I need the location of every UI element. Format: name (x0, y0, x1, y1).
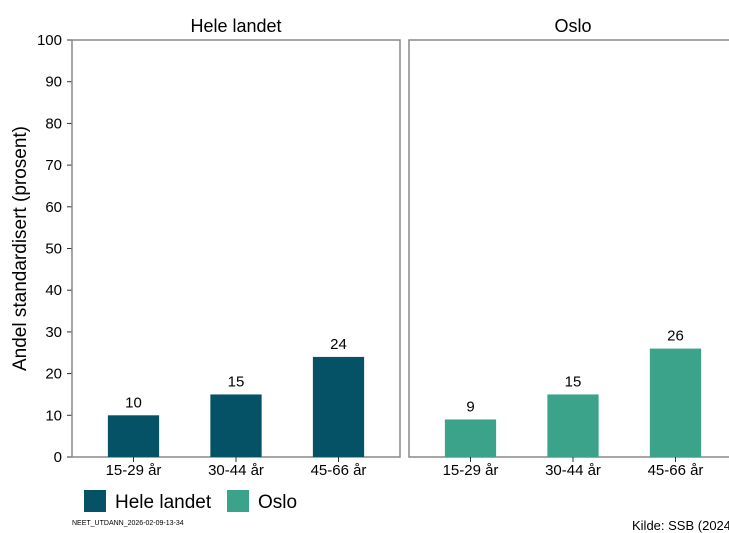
x-tick-label: 15-29 år (443, 462, 499, 479)
y-tick-label: 40 (45, 282, 62, 299)
y-tick-label: 90 (45, 74, 62, 91)
y-tick-label: 100 (37, 32, 62, 49)
y-tick-label: 10 (45, 407, 62, 424)
data-label: 15 (565, 373, 582, 390)
bar-1-1 (107, 415, 160, 457)
bar-1-2 (210, 394, 262, 457)
data-label: 26 (667, 328, 684, 345)
x-tick-label: 30-44 år (545, 462, 601, 479)
y-tick-label: 30 (45, 324, 62, 341)
y-tick-label: 0 (54, 449, 62, 466)
legend-swatch-2 (227, 490, 249, 512)
data-label: 9 (466, 398, 474, 415)
data-label: 10 (125, 394, 142, 411)
y-tick-label: 70 (45, 157, 62, 174)
legend-swatch-1 (84, 490, 106, 512)
x-tick-label: 15-29 år (106, 462, 162, 479)
x-tick-label: 30-44 år (208, 462, 264, 479)
bar-2-3 (649, 348, 702, 457)
source-label: Kilde: SSB (2024 (632, 518, 729, 533)
bar-2-2 (547, 394, 599, 457)
data-label: 24 (330, 336, 347, 353)
legend-label-2: Oslo (258, 492, 297, 513)
y-axis-title: Andel standardisert (prosent) (10, 126, 31, 371)
x-tick-label: 45-66 år (311, 462, 367, 479)
legend-label-1: Hele landet (115, 492, 212, 513)
data-label: 15 (228, 373, 245, 390)
y-tick-label: 50 (45, 241, 62, 258)
x-tick-label: 45-66 år (648, 462, 704, 479)
panel-title-2: Oslo (554, 16, 591, 36)
bar-2-1 (444, 419, 497, 457)
chart-id-label: NEET_UTDANN_2026-02-09-13-34 (72, 520, 184, 527)
bar-1-3 (312, 356, 365, 457)
panel-title-1: Hele landet (190, 16, 281, 36)
y-tick-label: 60 (45, 199, 62, 216)
y-tick-label: 80 (45, 115, 62, 132)
y-tick-label: 20 (45, 366, 62, 383)
